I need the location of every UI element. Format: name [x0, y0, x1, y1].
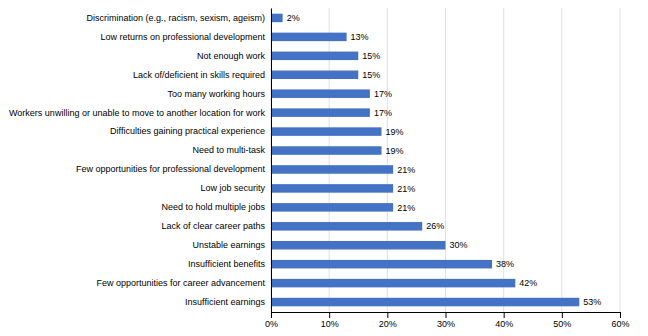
x-tick-label: 30%: [437, 319, 455, 329]
data-label: 15%: [362, 70, 380, 80]
x-tick-mark: [271, 312, 272, 318]
data-label: 21%: [397, 165, 415, 175]
bar: [271, 241, 446, 250]
y-tick: Need to hold multiple jobs: [161, 202, 271, 212]
y-tick-label: Too many working hours: [167, 89, 265, 99]
bar: [271, 71, 358, 80]
x-tick-label: 0%: [265, 319, 278, 329]
bar: [271, 52, 358, 61]
data-labels: 2% 13% 15% 15% 17% 17% 19% 19% 21% 21% 21% 26% 30% 38…: [287, 13, 602, 307]
bar: [271, 298, 579, 307]
y-tick: Too many working hours: [167, 89, 271, 99]
y-tick-label: Need to hold multiple jobs: [161, 202, 265, 212]
x-tick: 60%: [611, 312, 629, 329]
x-tick: 40%: [495, 312, 513, 329]
x-tick: 30%: [437, 312, 455, 329]
x-tick-mark: [329, 312, 330, 318]
y-tick: Not enough work: [197, 51, 271, 61]
bars: [271, 14, 579, 307]
data-label: 19%: [386, 127, 404, 137]
grid-line: [271, 8, 272, 312]
bar: [271, 108, 370, 117]
data-label: 26%: [426, 221, 444, 231]
x-tick: 0%: [265, 312, 278, 329]
bar: [271, 279, 515, 288]
x-tick: 20%: [379, 312, 397, 329]
chart: 0% 10% 20% 30% 40% 50% 60% Discrimination (e.g.…: [0, 0, 648, 336]
y-tick: Insufficient benefits: [188, 259, 271, 269]
data-label: 13%: [351, 32, 369, 42]
data-label: 30%: [450, 240, 468, 250]
data-label: 19%: [386, 146, 404, 156]
data-label: 21%: [397, 203, 415, 213]
y-axis-line: [271, 9, 272, 313]
y-tick: Few opportunities for professional devel…: [76, 164, 271, 174]
bar: [271, 260, 492, 269]
bar: [271, 14, 283, 23]
x-tick-label: 50%: [553, 319, 571, 329]
x-tick-label: 40%: [495, 319, 513, 329]
y-tick: Lack of/deficient in skills required: [133, 70, 271, 80]
x-tick-label: 20%: [379, 319, 397, 329]
y-tick: Low job security: [200, 183, 271, 193]
y-tick: Need to multi-task: [192, 145, 271, 155]
data-label: 17%: [374, 89, 392, 99]
y-tick: Few opportunities for career advancement: [96, 278, 271, 288]
y-tick: Low returns on professional development: [100, 32, 271, 42]
x-tick: 10%: [321, 312, 339, 329]
y-tick: Lack of clear career paths: [161, 221, 271, 231]
bar: [271, 222, 422, 231]
y-tick-label: Insufficient benefits: [188, 259, 265, 269]
y-tick-label: Workers unwilling or unable to move to a…: [9, 108, 265, 118]
y-tick-label: Lack of/deficient in skills required: [133, 70, 265, 80]
y-tick-label: Low returns on professional development: [100, 32, 265, 42]
grid: [271, 8, 620, 312]
bar: [271, 165, 393, 174]
y-tick-label: Difficulties gaining practical experienc…: [110, 126, 265, 136]
y-tick: Discrimination (e.g., racism, sexism, ag…: [86, 13, 271, 23]
x-tick-mark: [446, 312, 447, 318]
x-tick-mark: [562, 312, 563, 318]
y-tick-label: Insufficient earnings: [185, 297, 265, 307]
data-label: 17%: [374, 108, 392, 118]
y-tick: Unstable earnings: [192, 240, 271, 250]
x-axis: 0% 10% 20% 30% 40% 50% 60%: [265, 312, 630, 329]
y-axis: Discrimination (e.g., racism, sexism, ag…: [9, 9, 271, 313]
x-tick-mark: [387, 312, 388, 318]
y-tick-label: Low job security: [200, 183, 265, 193]
plot: 0% 10% 20% 30% 40% 50% 60% Discrimination (e.g.…: [9, 8, 629, 329]
y-tick: Difficulties gaining practical experienc…: [110, 126, 271, 136]
data-label: 38%: [496, 259, 514, 269]
data-label: 42%: [519, 278, 537, 288]
y-tick-label: Few opportunities for career advancement: [96, 278, 265, 288]
bar: [271, 146, 382, 155]
x-axis-line: [272, 313, 621, 319]
y-tick-label: Need to multi-task: [192, 145, 265, 155]
bar: [271, 184, 393, 193]
y-tick-label: Not enough work: [197, 51, 266, 61]
y-tick-label: Few opportunities for professional devel…: [76, 164, 266, 174]
bar: [271, 127, 382, 136]
y-tick-label: Lack of clear career paths: [161, 221, 265, 231]
data-label: 2%: [287, 13, 300, 23]
bar: [271, 33, 347, 42]
data-label: 21%: [397, 184, 415, 194]
grid-line: [561, 8, 562, 312]
y-tick: Workers unwilling or unable to move to a…: [9, 108, 271, 118]
y-tick-label: Unstable earnings: [192, 240, 265, 250]
y-tick: Insufficient earnings: [185, 297, 271, 307]
bar: [271, 89, 370, 98]
grid-line: [620, 8, 621, 312]
x-tick-label: 60%: [611, 319, 629, 329]
x-tick-mark: [620, 312, 621, 318]
data-label: 53%: [583, 297, 601, 307]
bar: [271, 203, 393, 212]
x-tick-label: 10%: [321, 319, 339, 329]
x-tick-mark: [504, 312, 505, 318]
y-tick-label: Discrimination (e.g., racism, sexism, ag…: [86, 13, 265, 23]
x-tick: 50%: [553, 312, 571, 329]
data-label: 15%: [362, 51, 380, 61]
